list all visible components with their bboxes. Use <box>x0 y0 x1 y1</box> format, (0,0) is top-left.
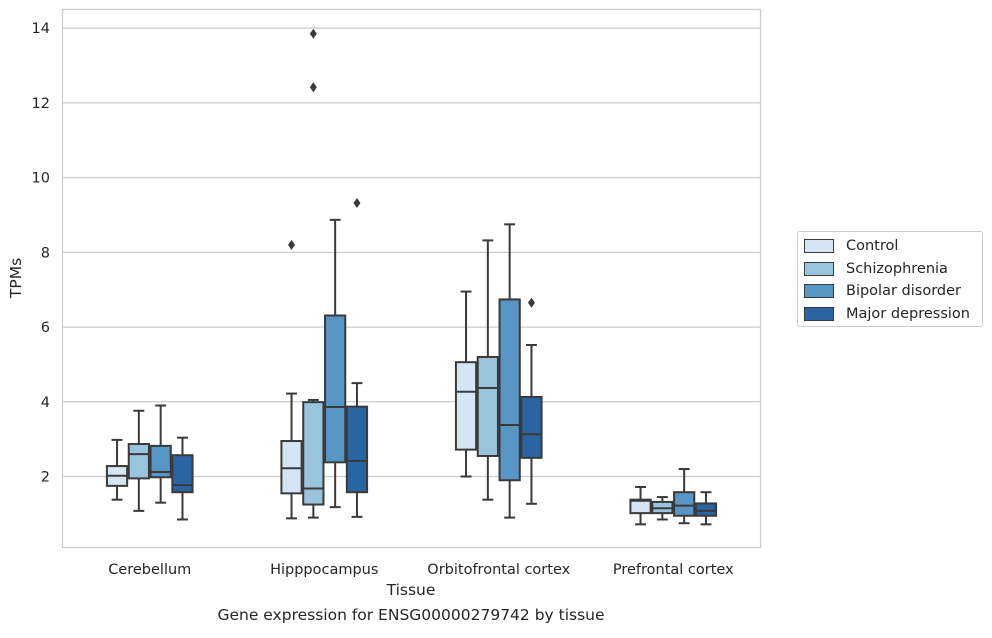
x-axis-label: Tissue <box>386 581 436 599</box>
box-iqr <box>302 401 325 506</box>
y-tick-label-6: 6 <box>41 320 50 336</box>
x-tick-labels: Cerebellum Hipppocampus Orbitofrontal cort… <box>108 562 734 578</box>
legend: Control Schizophrenia Bipolar disorder M… <box>797 231 983 327</box>
x-tick-label-hipppocampus: Hipppocampus <box>270 562 378 578</box>
box-cerebellum-schizophrenia <box>127 409 150 512</box>
chart-caption: Gene expression for ENSG00000279742 by t… <box>217 606 605 624</box>
box-orbitofrontal-cortex-major-depression <box>520 297 543 505</box>
box-orbitofrontal-cortex-schizophrenia <box>476 239 499 501</box>
legend-label-major-depression: Major depression <box>846 305 970 322</box>
box-iqr <box>149 444 172 479</box>
y-tick-label-8: 8 <box>41 245 50 261</box>
box-iqr <box>629 498 652 515</box>
legend-label-schizophrenia: Schizophrenia <box>846 260 948 277</box>
box-iqr <box>694 502 718 517</box>
outlier-point-0 <box>309 82 317 93</box>
y-tick-label-2: 2 <box>41 470 50 486</box>
y-tick-label-10: 10 <box>32 171 50 187</box>
legend-label-bipolar-disorder: Bipolar disorder <box>846 283 961 300</box>
box-iqr <box>520 395 543 459</box>
y-axis-label: TPMs <box>7 258 25 299</box>
box-hipppocampus-control <box>280 239 303 520</box>
box-iqr <box>673 491 696 517</box>
box-cerebellum-major-depression <box>171 436 194 521</box>
outlier-point-0 <box>527 297 535 308</box>
legend-swatch-bipolar-disorder <box>804 284 834 299</box>
y-tick-label-4: 4 <box>41 395 50 411</box>
y-tick-label-14: 14 <box>32 21 50 37</box>
boxes-layer <box>105 28 718 526</box>
box-orbitofrontal-cortex-bipolar-disorder <box>498 223 521 519</box>
x-tick-label-orbitofrontal-cortex: Orbitofrontal cortex <box>427 562 570 578</box>
y-tick-labels: 2 4 6 8 10 12 14 <box>32 21 50 485</box>
box-prefrontal-cortex-schizophrenia <box>651 496 674 521</box>
box-cerebellum-bipolar-disorder <box>149 404 172 504</box>
outlier-point-1 <box>309 28 317 39</box>
legend-swatch-schizophrenia <box>804 261 834 276</box>
outlier-point-0 <box>353 198 361 209</box>
legend-label-control: Control <box>846 238 899 255</box>
legend-swatch-control <box>804 239 834 254</box>
box-cerebellum-control <box>105 438 129 501</box>
box-iqr <box>454 361 478 451</box>
legend-item-major-depression: Major depression <box>798 303 982 326</box>
box-iqr <box>171 454 194 494</box>
box-iqr <box>280 440 303 495</box>
plot-area-frame <box>61 8 762 549</box>
x-tick-label-cerebellum: Cerebellum <box>108 562 191 578</box>
box-prefrontal-cortex-bipolar-disorder <box>673 468 696 525</box>
box-iqr <box>127 443 150 480</box>
box-iqr <box>324 314 347 464</box>
box-prefrontal-cortex-major-depression <box>694 491 718 526</box>
box-iqr <box>498 298 521 482</box>
y-tick-label-12: 12 <box>32 96 50 112</box>
box-prefrontal-cortex-control <box>629 485 652 526</box>
box-orbitofrontal-cortex-control <box>454 290 478 478</box>
legend-item-schizophrenia: Schizophrenia <box>798 258 982 281</box>
legend-item-bipolar-disorder: Bipolar disorder <box>798 280 982 303</box>
box-iqr <box>476 355 499 457</box>
legend-item-control: Control <box>798 235 982 258</box>
box-hipppocampus-bipolar-disorder <box>324 218 347 509</box>
box-iqr <box>345 405 369 494</box>
gridlines <box>62 27 761 478</box>
x-tick-label-prefrontal-cortex: Prefrontal cortex <box>613 562 734 578</box>
legend-swatch-major-depression <box>804 306 834 321</box>
box-hipppocampus-major-depression <box>345 198 369 518</box>
box-hipppocampus-schizophrenia <box>302 28 325 519</box>
outlier-point-0 <box>288 239 296 250</box>
